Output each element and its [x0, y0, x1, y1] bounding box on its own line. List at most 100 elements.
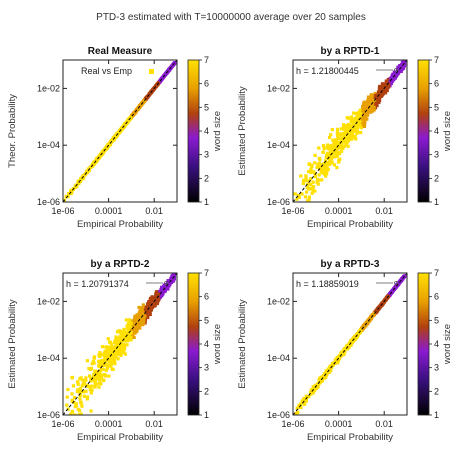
data-point — [325, 170, 329, 175]
data-point — [90, 388, 94, 392]
data-point — [323, 165, 327, 169]
data-point — [335, 133, 340, 137]
colorbar-tick-label: 5 — [434, 102, 439, 112]
data-point — [335, 356, 339, 361]
data-point — [354, 124, 358, 128]
data-point — [297, 195, 301, 199]
data-point — [399, 69, 403, 74]
data-point — [372, 311, 376, 316]
data-point — [97, 156, 102, 160]
x-tick-label: 0.01 — [375, 419, 393, 429]
data-point — [118, 340, 122, 345]
data-point — [73, 184, 77, 188]
data-point — [369, 108, 373, 112]
data-point — [157, 297, 161, 301]
reference-line — [63, 273, 177, 415]
data-point — [337, 357, 341, 361]
data-point — [147, 302, 151, 306]
panels: 1e-06 0.0001 0.01 1e-06 1e-04 1e-02 Real Measu… — [7, 46, 453, 443]
data-point — [357, 112, 362, 116]
data-point — [303, 195, 308, 199]
x-tick-label: 0.01 — [145, 206, 163, 216]
data-point — [293, 192, 297, 196]
data-point — [296, 193, 300, 198]
data-point — [69, 189, 73, 193]
data-point — [373, 95, 378, 99]
data-point — [366, 318, 370, 323]
x-axis-label: Empirical Probability — [307, 219, 393, 230]
data-point — [341, 123, 346, 127]
data-point — [153, 300, 157, 304]
data-point — [321, 168, 326, 172]
data-point — [84, 389, 88, 393]
data-point — [77, 412, 81, 415]
data-point — [337, 160, 341, 164]
data-point — [109, 352, 113, 356]
data-point — [162, 289, 166, 293]
data-point — [130, 328, 134, 332]
colorbar-tick-label: 7 — [204, 55, 209, 65]
data-point — [165, 287, 170, 291]
data-point — [114, 348, 118, 352]
data-point — [362, 100, 367, 105]
data-point — [110, 367, 114, 371]
data-point — [161, 292, 165, 296]
data-point — [356, 123, 360, 127]
data-point — [115, 344, 119, 348]
data-point — [376, 97, 380, 101]
data-point — [89, 409, 93, 413]
data-point — [309, 183, 313, 187]
data-point — [119, 353, 123, 358]
data-point — [149, 300, 153, 304]
data-point — [97, 373, 101, 377]
data-point — [335, 165, 339, 170]
data-point — [307, 169, 311, 174]
data-point — [148, 91, 153, 95]
data-point — [326, 168, 330, 172]
data-point — [143, 308, 148, 312]
data-point — [361, 120, 365, 125]
y-tick-label: 1e-02 — [37, 296, 60, 306]
data-point — [78, 386, 82, 391]
data-point — [148, 309, 152, 313]
data-point — [327, 153, 331, 157]
data-point — [345, 125, 349, 129]
data-point — [312, 170, 316, 174]
data-point — [332, 151, 336, 155]
colorbar-tick-label: 7 — [434, 268, 439, 278]
data-point — [89, 379, 93, 383]
data-point — [325, 165, 329, 169]
chart-panel-1: 1e-06 0.0001 0.01 1e-06 1e-04 1e-02 Real Measu… — [7, 46, 223, 230]
colorbar-label: word size — [212, 324, 223, 365]
reference-line — [293, 273, 407, 415]
x-tick-label: 0.0001 — [95, 419, 123, 429]
data-point — [352, 135, 356, 139]
data-point — [317, 173, 321, 177]
data-point — [76, 181, 80, 185]
data-point — [383, 88, 387, 92]
data-point — [337, 137, 341, 141]
data-point — [138, 314, 142, 318]
data-point — [320, 379, 324, 383]
data-point — [111, 347, 115, 352]
x-tick-label: 1e-06 — [281, 419, 304, 429]
data-point — [131, 111, 135, 115]
data-point — [85, 384, 90, 388]
data-point — [95, 376, 99, 380]
data-point — [76, 380, 80, 384]
data-point — [82, 394, 86, 398]
data-point — [319, 165, 323, 169]
data-point — [341, 131, 345, 136]
data-point — [350, 340, 354, 344]
data-point — [112, 353, 116, 357]
data-point — [146, 304, 150, 309]
data-point — [363, 106, 367, 110]
data-point — [342, 144, 347, 148]
data-point — [397, 69, 401, 74]
data-point — [391, 73, 396, 77]
data-point — [333, 149, 337, 153]
data-point — [92, 361, 96, 365]
data-point — [323, 161, 328, 166]
plot-frame — [292, 59, 408, 203]
data-point — [74, 402, 78, 406]
